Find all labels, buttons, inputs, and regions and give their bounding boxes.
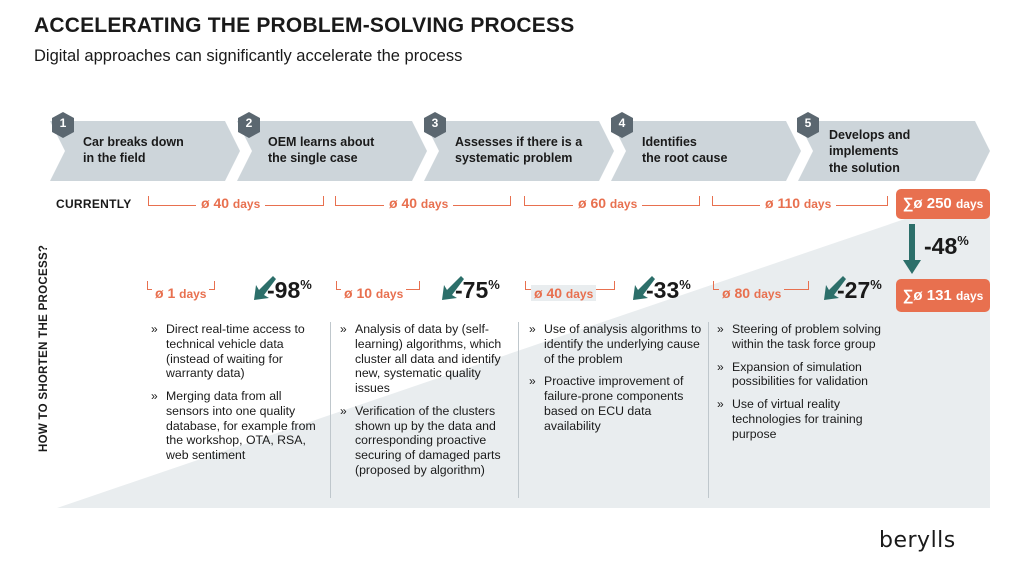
step-number-badge: 1: [52, 112, 74, 138]
list-item: Expansion of simulation possibilities fo…: [714, 360, 886, 390]
column-divider: [518, 322, 519, 498]
list-item: Proactive improvement of failure-prone c…: [526, 374, 702, 433]
page-subtitle: Digital approaches can significantly acc…: [34, 47, 463, 65]
improved-duration: ø 80 days: [719, 285, 785, 301]
reduction-percent: -27%: [837, 277, 882, 303]
current-total-box: ∑ø 250 days: [896, 189, 990, 219]
column-divider: [330, 322, 331, 498]
measures-column-2: Analysis of data by (self-learning) algo…: [337, 322, 511, 486]
step-label: Car breaks down in the field: [83, 135, 184, 166]
list-item: Analysis of data by (self-learning) algo…: [337, 322, 511, 396]
step-label: Develops and implements the solution: [829, 128, 911, 175]
current-duration: ø 40 days: [196, 195, 266, 211]
reduction-arrow-icon: [824, 276, 846, 300]
step-label: Assesses if there is a systematic problem: [455, 135, 583, 166]
improved-total-box: ∑ø 131 days: [896, 279, 990, 312]
list-item: Use of analysis algorithms to identify t…: [526, 322, 702, 366]
reduction-percent: -75%: [455, 277, 500, 303]
list-item: Verification of the clusters shown up by…: [337, 404, 511, 478]
measures-column-4: Steering of problem solving within the t…: [714, 322, 886, 449]
step-label: OEM learns about the single case: [268, 135, 375, 166]
list-item: Steering of problem solving within the t…: [714, 322, 886, 352]
reduction-arrow-icon: [442, 276, 464, 300]
measures-column-1: Direct real-time access to technical veh…: [148, 322, 320, 471]
current-duration: ø 40 days: [384, 195, 454, 211]
step-number-badge: 5: [797, 112, 819, 138]
side-label: HOW TO SHORTEN THE PROCESS?: [38, 244, 50, 452]
reduction-percent: -98%: [267, 277, 312, 303]
down-arrow-icon: [903, 224, 921, 274]
currently-label: CURRENTLY: [56, 197, 132, 211]
total-reduction: -48%: [924, 233, 969, 259]
list-item: Direct real-time access to technical veh…: [148, 322, 320, 381]
improved-duration: ø 40 days: [531, 285, 597, 301]
improved-duration: ø 10 days: [341, 285, 407, 301]
step-number-badge: 2: [238, 112, 260, 138]
current-duration: ø 60 days: [573, 195, 643, 211]
reduction-arrow-icon: [254, 276, 276, 300]
step-number-badge: 4: [611, 112, 633, 138]
page-title: ACCELERATING THE PROBLEM-SOLVING PROCESS: [34, 14, 575, 37]
berylls-logo: berylls: [879, 528, 956, 553]
reduction-arrow-icon: [633, 276, 655, 300]
list-item: Use of virtual reality technologies for …: [714, 397, 886, 441]
measures-column-3: Use of analysis algorithms to identify t…: [526, 322, 702, 441]
current-duration: ø 110 days: [760, 195, 837, 211]
reduction-percent: -33%: [646, 277, 691, 303]
list-item: Merging data from all sensors into one q…: [148, 389, 320, 463]
column-divider: [708, 322, 709, 498]
improved-duration: ø 1 days: [152, 285, 210, 301]
step-number-badge: 3: [424, 112, 446, 138]
step-label: Identifies the root cause: [642, 135, 728, 166]
